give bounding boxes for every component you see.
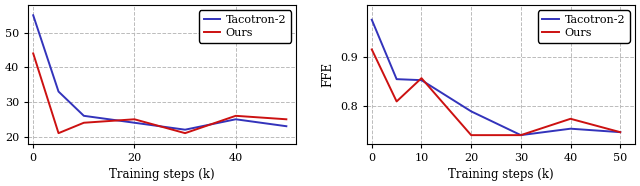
Ours: [282, 118, 290, 120]
Tacotron-2: [368, 19, 376, 21]
Tacotron-2: [517, 134, 525, 136]
Tacotron-2: [566, 128, 574, 130]
Ours: [29, 52, 37, 54]
Line: Tacotron-2: Tacotron-2: [33, 15, 286, 130]
Ours: [131, 118, 138, 120]
Tacotron-2: [131, 122, 138, 124]
Tacotron-2: [29, 14, 37, 16]
Ours: [616, 131, 624, 133]
Line: Ours: Ours: [372, 49, 620, 135]
X-axis label: Training steps (k): Training steps (k): [109, 168, 215, 181]
Y-axis label: FFE: FFE: [321, 62, 335, 87]
Tacotron-2: [393, 78, 401, 80]
Tacotron-2: [181, 129, 189, 131]
Ours: [54, 132, 62, 134]
Ours: [80, 122, 88, 124]
Line: Ours: Ours: [33, 53, 286, 133]
Legend: Tacotron-2, Ours: Tacotron-2, Ours: [538, 10, 630, 43]
Tacotron-2: [616, 131, 624, 133]
Tacotron-2: [282, 125, 290, 127]
Ours: [467, 134, 475, 136]
Ours: [232, 115, 239, 117]
Tacotron-2: [467, 110, 475, 113]
Legend: Tacotron-2, Ours: Tacotron-2, Ours: [199, 10, 291, 43]
Tacotron-2: [232, 118, 239, 120]
Ours: [181, 132, 189, 134]
X-axis label: Training steps (k): Training steps (k): [448, 168, 554, 181]
Tacotron-2: [80, 115, 88, 117]
Ours: [517, 134, 525, 136]
Ours: [368, 48, 376, 51]
Ours: [566, 118, 574, 120]
Ours: [418, 77, 426, 79]
Ours: [393, 100, 401, 102]
Tacotron-2: [418, 79, 426, 81]
Tacotron-2: [54, 90, 62, 93]
Line: Tacotron-2: Tacotron-2: [372, 20, 620, 135]
